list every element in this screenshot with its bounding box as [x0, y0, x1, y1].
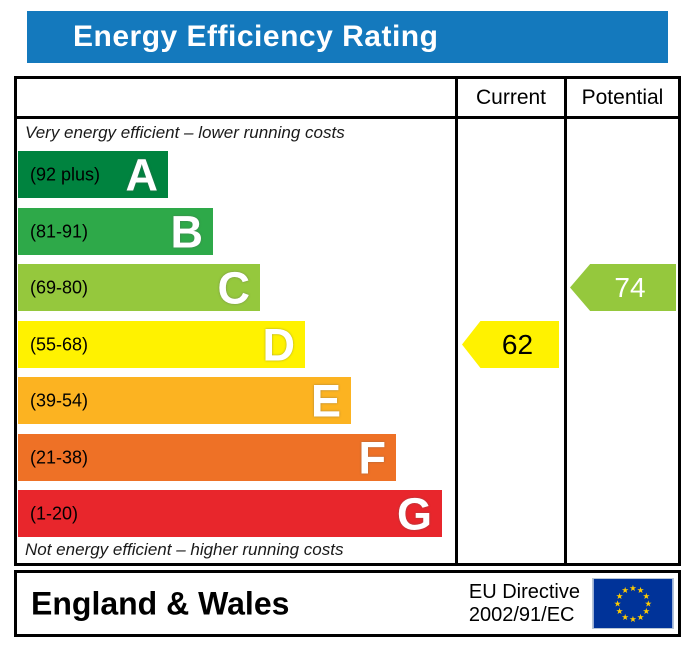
svg-text:★: ★: [614, 599, 622, 609]
region-label: England & Wales: [31, 585, 290, 621]
band-row-B: (81-91) B: [18, 208, 455, 255]
current-rating-value: 62: [501, 328, 534, 360]
band-bar: (39-54) E: [18, 377, 351, 424]
svg-text:★: ★: [621, 585, 629, 595]
svg-text:★: ★: [637, 585, 645, 595]
band-bar: (69-80) C: [18, 264, 260, 311]
band-letter: E: [310, 375, 341, 426]
band-letter: G: [396, 488, 432, 539]
band-letter: C: [217, 262, 251, 313]
svg-text:★: ★: [629, 614, 637, 624]
band-bar: (81-91) B: [18, 208, 213, 255]
band-bar: (1-20) G: [18, 490, 442, 537]
band-bar: (92 plus) A: [18, 151, 168, 198]
rating-table: Current Potential Very energy efficient …: [14, 76, 681, 566]
svg-text:★: ★: [645, 599, 653, 609]
eu-directive-line1: EU Directive: [468, 580, 580, 603]
svg-text:★: ★: [629, 583, 637, 593]
svg-text:★: ★: [642, 591, 650, 601]
band-row-E: (39-54) E: [18, 377, 455, 424]
band-letter: D: [262, 319, 296, 370]
current-column-header: Current: [475, 85, 547, 109]
band-range: (39-54): [30, 390, 89, 410]
band-bar: (21-38) F: [18, 434, 396, 481]
eu-flag-icon: ★ ★★★★★★★★★★★: [592, 578, 674, 629]
band-range: (1-20): [30, 503, 79, 523]
current-rating-arrow: 62: [462, 321, 559, 368]
table-header-row: Current Potential: [17, 79, 678, 119]
band-range: (92 plus): [30, 164, 101, 184]
page-title: Energy Efficiency Rating: [73, 20, 439, 53]
band-row-A: (92 plus) A: [18, 151, 455, 198]
band-range: (21-38): [30, 447, 89, 467]
column-divider-potential: [564, 79, 567, 563]
potential-rating-arrow: 74: [570, 264, 676, 311]
eu-directive-line2: 2002/91/EC: [468, 603, 575, 626]
title-bar: Energy Efficiency Rating: [27, 11, 668, 63]
svg-text:★: ★: [621, 612, 629, 622]
band-row-D: (55-68) D: [18, 321, 455, 368]
top-note: Very energy efficient – lower running co…: [25, 123, 345, 142]
footer: England & Wales EU Directive 2002/91/EC …: [14, 570, 681, 637]
band-range: (55-68): [30, 334, 89, 354]
column-divider-current: [455, 79, 458, 563]
svg-text:★: ★: [637, 612, 645, 622]
band-range: (69-80): [30, 277, 89, 297]
band-row-F: (21-38) F: [18, 434, 455, 481]
eu-directive-label: EU Directive 2002/91/EC: [469, 581, 580, 627]
svg-text:★: ★: [616, 606, 624, 616]
band-letter: A: [125, 149, 159, 200]
band-row-C: (69-80) C: [18, 264, 455, 311]
band-letter: B: [170, 206, 204, 257]
band-row-G: (1-20) G: [18, 490, 455, 537]
potential-rating-value: 74: [614, 271, 646, 303]
potential-column-header: Potential: [581, 85, 664, 109]
svg-text:★: ★: [616, 591, 624, 601]
band-bar: (55-68) D: [18, 321, 305, 368]
band-letter: F: [358, 432, 387, 483]
band-range: (81-91): [30, 221, 89, 241]
svg-text:★: ★: [642, 606, 650, 616]
bottom-note: Not energy efficient – higher running co…: [25, 540, 344, 559]
